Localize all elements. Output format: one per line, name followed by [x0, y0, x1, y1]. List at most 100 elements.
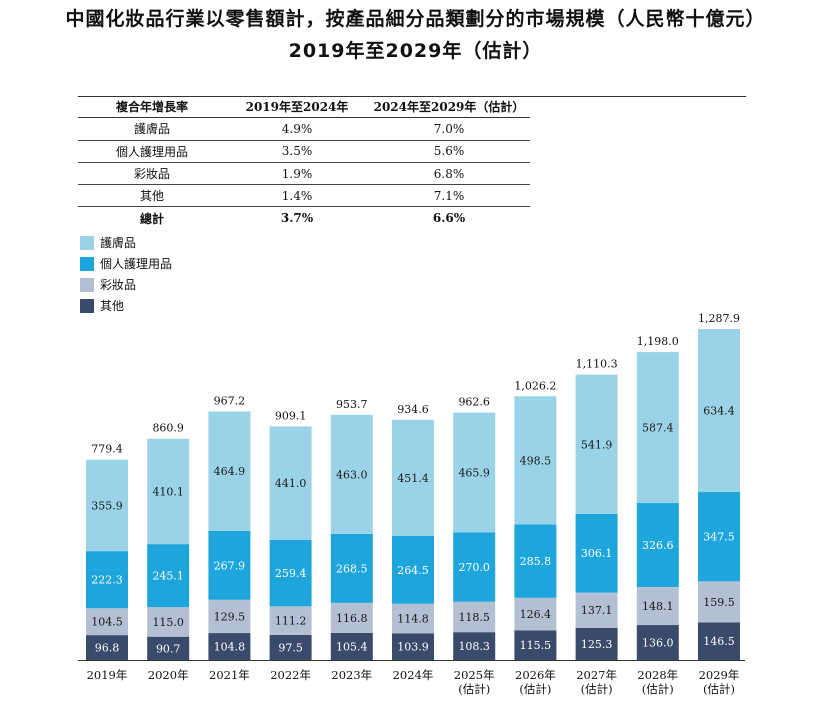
bar-total-label: 909.1 [275, 409, 307, 422]
bar-total-label: 1,110.3 [576, 358, 618, 371]
legend-label: 其他 [100, 299, 125, 313]
bar-segment [86, 459, 128, 552]
segment-value-label: 222.3 [91, 574, 123, 587]
cagr-row-value2: 7.1% [368, 184, 530, 208]
x-tick-label: 2027年 [576, 668, 617, 682]
segment-value-label: 103.9 [397, 641, 429, 654]
cagr-table: 複合年增長率 2019年至2024年 2024年至2029年（估計） 護膚品 4… [78, 96, 530, 229]
bar-total-label: 962.6 [458, 396, 490, 409]
x-tick-label: 2028年 [637, 668, 678, 682]
segment-value-label: 148.1 [642, 600, 674, 613]
segment-value-label: 126.4 [520, 608, 552, 621]
bar-segment [269, 634, 312, 660]
segment-value-label: 114.8 [397, 613, 429, 626]
segment-value-label: 129.5 [214, 610, 246, 623]
cagr-row-personal-care: 個人護理用品 3.5% 5.6% [78, 140, 530, 163]
bar-segment [636, 352, 679, 504]
segment-value-label: 125.3 [581, 638, 613, 651]
legend-swatch [80, 277, 94, 292]
segment-value-label: 451.4 [397, 472, 429, 485]
bar-segment [698, 492, 740, 582]
bar-segment [575, 513, 618, 593]
segment-value-label: 464.9 [214, 465, 246, 478]
segment-value-label: 245.1 [152, 570, 184, 583]
cagr-row-label: 彩妝品 [78, 162, 226, 186]
bar-segment [453, 601, 496, 633]
x-tick-label: (估計) [642, 682, 674, 696]
bar-segment [392, 633, 434, 660]
x-tick-label: 2029年 [699, 668, 740, 682]
legend-label: 護膚品 [100, 236, 137, 250]
cagr-row-total: 總計 3.7% 6.6% [78, 207, 530, 229]
bar-segment [269, 539, 312, 607]
x-tick-label: 2020年 [148, 668, 189, 682]
segment-value-label: 326.6 [642, 539, 674, 552]
bar-total-label: 934.6 [397, 403, 429, 416]
chart-subtitle: 2019年至2029年（估計） [288, 40, 543, 62]
x-tick-label: 2026年 [515, 668, 556, 682]
legend-item: 彩妝品 [80, 274, 172, 295]
segment-value-label: 267.9 [214, 559, 246, 572]
bar-segment [392, 603, 434, 634]
x-tick-label: 2024年 [393, 668, 434, 682]
bar-segment [392, 535, 434, 604]
cagr-header-label: 複合年增長率 [78, 96, 226, 119]
bar-segment [636, 503, 679, 587]
cagr-total-value1: 3.7% [280, 211, 314, 226]
x-tick-label: (估計) [458, 682, 490, 696]
cagr-row-makeup: 彩妝品 1.9% 6.8% [78, 162, 530, 186]
segment-value-label: 108.3 [458, 640, 490, 653]
bar-segment [147, 438, 190, 545]
bar-segment [147, 607, 190, 637]
segment-value-label: 111.2 [275, 615, 307, 628]
bar-segment [698, 622, 740, 660]
x-tick-label: 2023年 [331, 668, 372, 682]
segment-value-label: 104.8 [214, 641, 246, 654]
chart-legend: 護膚品個人護理用品 彩妝品其他 [80, 232, 172, 316]
bar-segment [575, 374, 618, 514]
x-tick-label: (估計) [519, 682, 551, 696]
segment-value-label: 259.4 [275, 567, 307, 580]
bar-segment [330, 602, 373, 633]
cagr-row-value2: 6.8% [368, 162, 530, 186]
cagr-row-others: 其他 1.4% 7.1% [78, 184, 530, 208]
cagr-row-value2: 5.6% [368, 140, 530, 163]
bar-segment [208, 633, 251, 660]
legend-label: 個人護理用品 [100, 257, 173, 271]
legend-item: 其他 [80, 295, 172, 316]
bar-total-label: 1,198.0 [637, 335, 679, 348]
cagr-row-value1: 3.5% [226, 140, 368, 163]
chart-title: 中國化妝品行業以零售額計，按產品細分品類劃分的市場規模（人民幣十億元） [65, 8, 766, 30]
bar-segment [453, 632, 496, 660]
legend-swatch [80, 298, 94, 313]
bar-segment [514, 396, 557, 525]
segment-value-label: 634.4 [703, 405, 735, 418]
bar-segment [514, 524, 557, 598]
x-tick-label: 2021年 [209, 668, 250, 682]
bar-segment [514, 630, 557, 660]
legend-label: 彩妝品 [100, 278, 137, 292]
bar-segment [330, 414, 373, 534]
segment-value-label: 159.5 [703, 596, 735, 609]
cagr-total-label: 總計 [139, 211, 164, 226]
segment-value-label: 270.0 [458, 561, 490, 574]
x-tick-label: 2022年 [270, 668, 311, 682]
bar-segment [330, 632, 373, 660]
segment-value-label: 90.7 [156, 642, 181, 655]
bar-segment [330, 533, 373, 603]
segment-value-label: 104.5 [91, 616, 123, 629]
segment-value-label: 268.5 [336, 562, 368, 575]
bar-segment [453, 412, 496, 533]
segment-value-label: 347.5 [703, 531, 735, 544]
bar-segment [269, 606, 312, 635]
bar-total-label: 860.9 [152, 422, 184, 435]
cagr-row-value1: 4.9% [226, 117, 368, 141]
bar-segment [86, 635, 128, 660]
bar-segment [208, 530, 251, 600]
segment-value-label: 498.5 [520, 454, 552, 467]
legend-swatch [80, 256, 94, 271]
segment-value-label: 116.8 [336, 612, 368, 625]
bar-segment [636, 586, 679, 626]
cagr-header-period1: 2019年至2024年 [226, 96, 368, 119]
cagr-header-period2: 2024年至2029年（估計） [368, 96, 530, 119]
